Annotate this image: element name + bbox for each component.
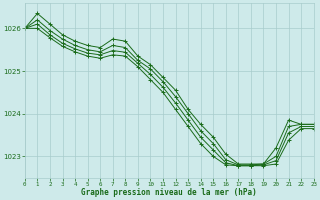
X-axis label: Graphe pression niveau de la mer (hPa): Graphe pression niveau de la mer (hPa) (81, 188, 257, 197)
